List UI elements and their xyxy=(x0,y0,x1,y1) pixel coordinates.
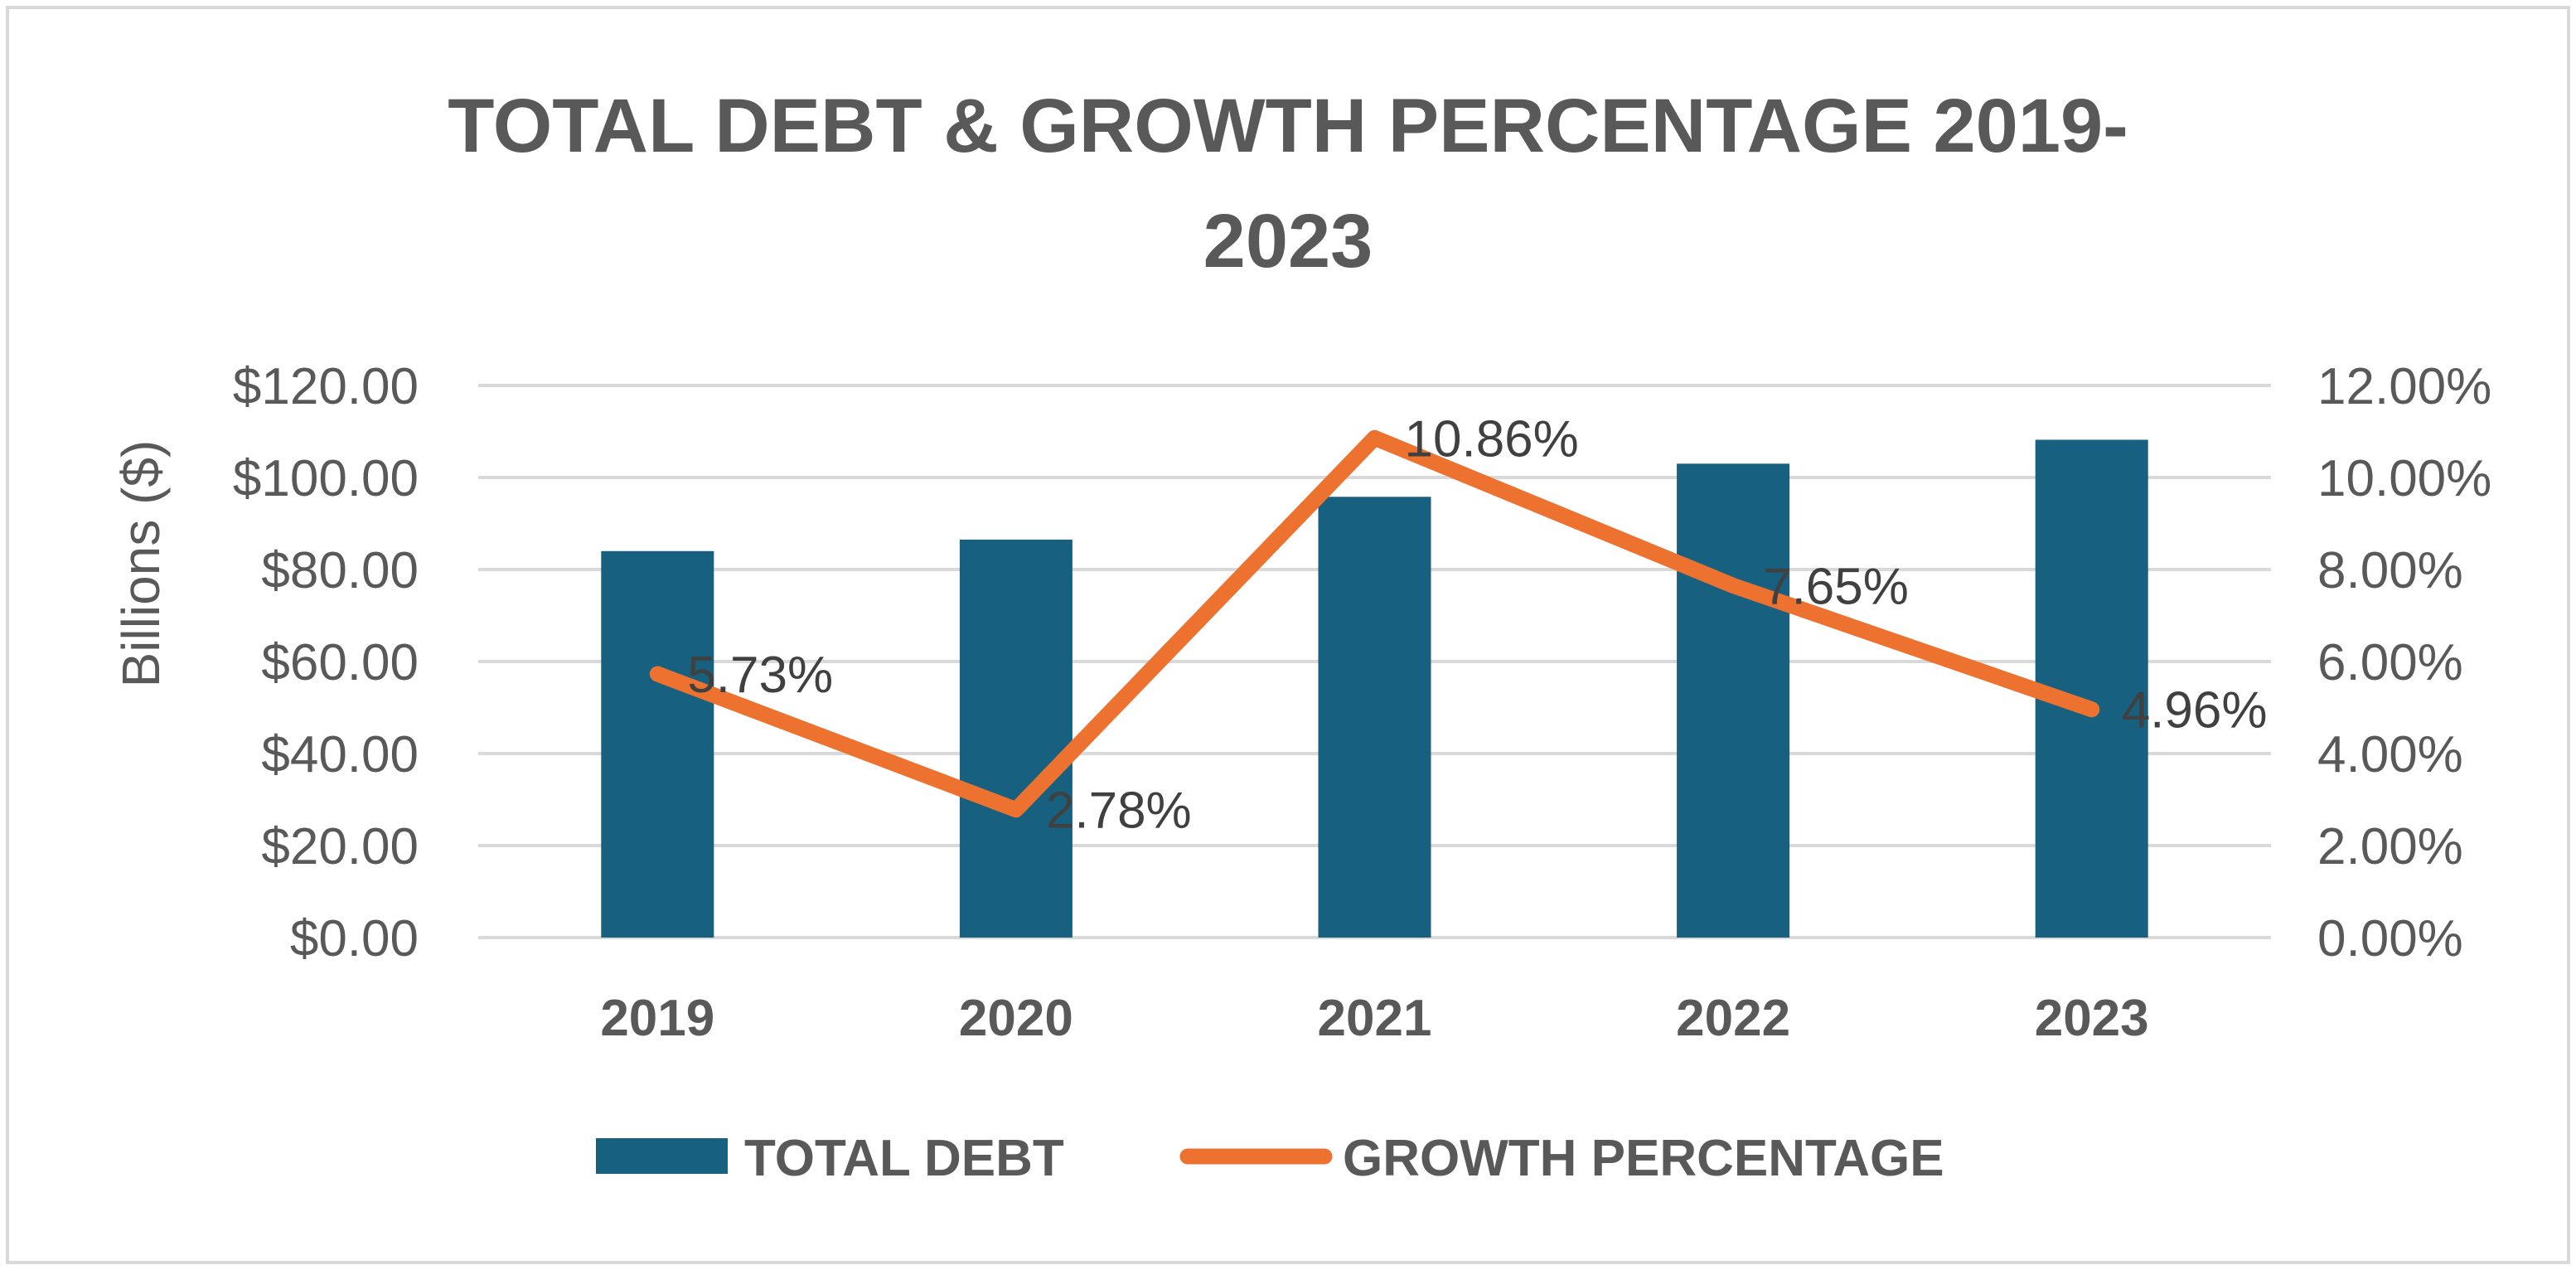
y-axis-ticks: $0.00 $20.00 $40.00 $60.00 $80.00 $100.00 $120… xyxy=(233,358,419,967)
y2-tick-label: 0.00% xyxy=(2317,910,2463,967)
y-tick-label: $120.00 xyxy=(233,358,419,415)
data-label: 7.65% xyxy=(1763,558,1909,615)
x-tick-label: 2022 xyxy=(1676,990,1790,1047)
y2-tick-label: 6.00% xyxy=(2317,634,2463,691)
y2-tick-label: 8.00% xyxy=(2317,542,2463,599)
legend: TOTAL DEBT GROWTH PERCENTAGE xyxy=(596,1130,1944,1187)
bar xyxy=(1318,497,1431,938)
y2-tick-label: 12.00% xyxy=(2317,358,2491,415)
data-label: 5.73% xyxy=(687,647,833,704)
chart-title-line-2: 2023 xyxy=(1203,199,1373,284)
y-tick-label: $40.00 xyxy=(261,726,419,783)
line-point xyxy=(2090,708,2093,710)
data-label: 4.96% xyxy=(2122,682,2268,739)
bar xyxy=(601,550,714,938)
x-tick-label: 2019 xyxy=(600,990,714,1047)
x-tick-label: 2021 xyxy=(1318,990,1432,1047)
data-label: 10.86% xyxy=(1405,410,1579,468)
line-point xyxy=(656,672,659,675)
y-tick-label: $60.00 xyxy=(261,634,419,691)
legend-label: GROWTH PERCENTAGE xyxy=(1343,1130,1944,1187)
y-tick-label: $0.00 xyxy=(290,910,419,967)
bar xyxy=(959,539,1073,938)
legend-bar-swatch xyxy=(596,1138,728,1174)
x-tick-label: 2020 xyxy=(959,990,1073,1047)
bar xyxy=(1677,463,1790,938)
y-tick-label: $20.00 xyxy=(261,818,419,875)
y-axis-title: Billions ($) xyxy=(111,440,171,688)
y2-tick-label: 4.00% xyxy=(2317,726,2463,783)
legend-label: TOTAL DEBT xyxy=(744,1130,1064,1187)
data-label: 2.78% xyxy=(1046,783,1192,840)
line-point xyxy=(1732,584,1735,587)
line-point xyxy=(1014,808,1017,811)
x-tick-label: 2023 xyxy=(2035,990,2149,1047)
y2-axis-ticks: 0.00% 2.00% 4.00% 6.00% 8.00% 10.00% 12.00% xyxy=(2317,358,2491,967)
chart-title-line-1: TOTAL DEBT & GROWTH PERCENTAGE 2019- xyxy=(448,84,2128,168)
line-series: 5.73% 2.78% 10.86% 7.65% 4.96% xyxy=(649,410,2268,840)
bar-series xyxy=(601,439,2148,938)
y-tick-label: $80.00 xyxy=(261,542,419,599)
x-axis-ticks: 2019 2020 2021 2022 2023 xyxy=(600,990,2148,1047)
line-point xyxy=(1373,437,1376,439)
y2-tick-label: 10.00% xyxy=(2317,450,2491,507)
y2-tick-label: 2.00% xyxy=(2317,818,2463,875)
y-tick-label: $100.00 xyxy=(233,450,419,507)
